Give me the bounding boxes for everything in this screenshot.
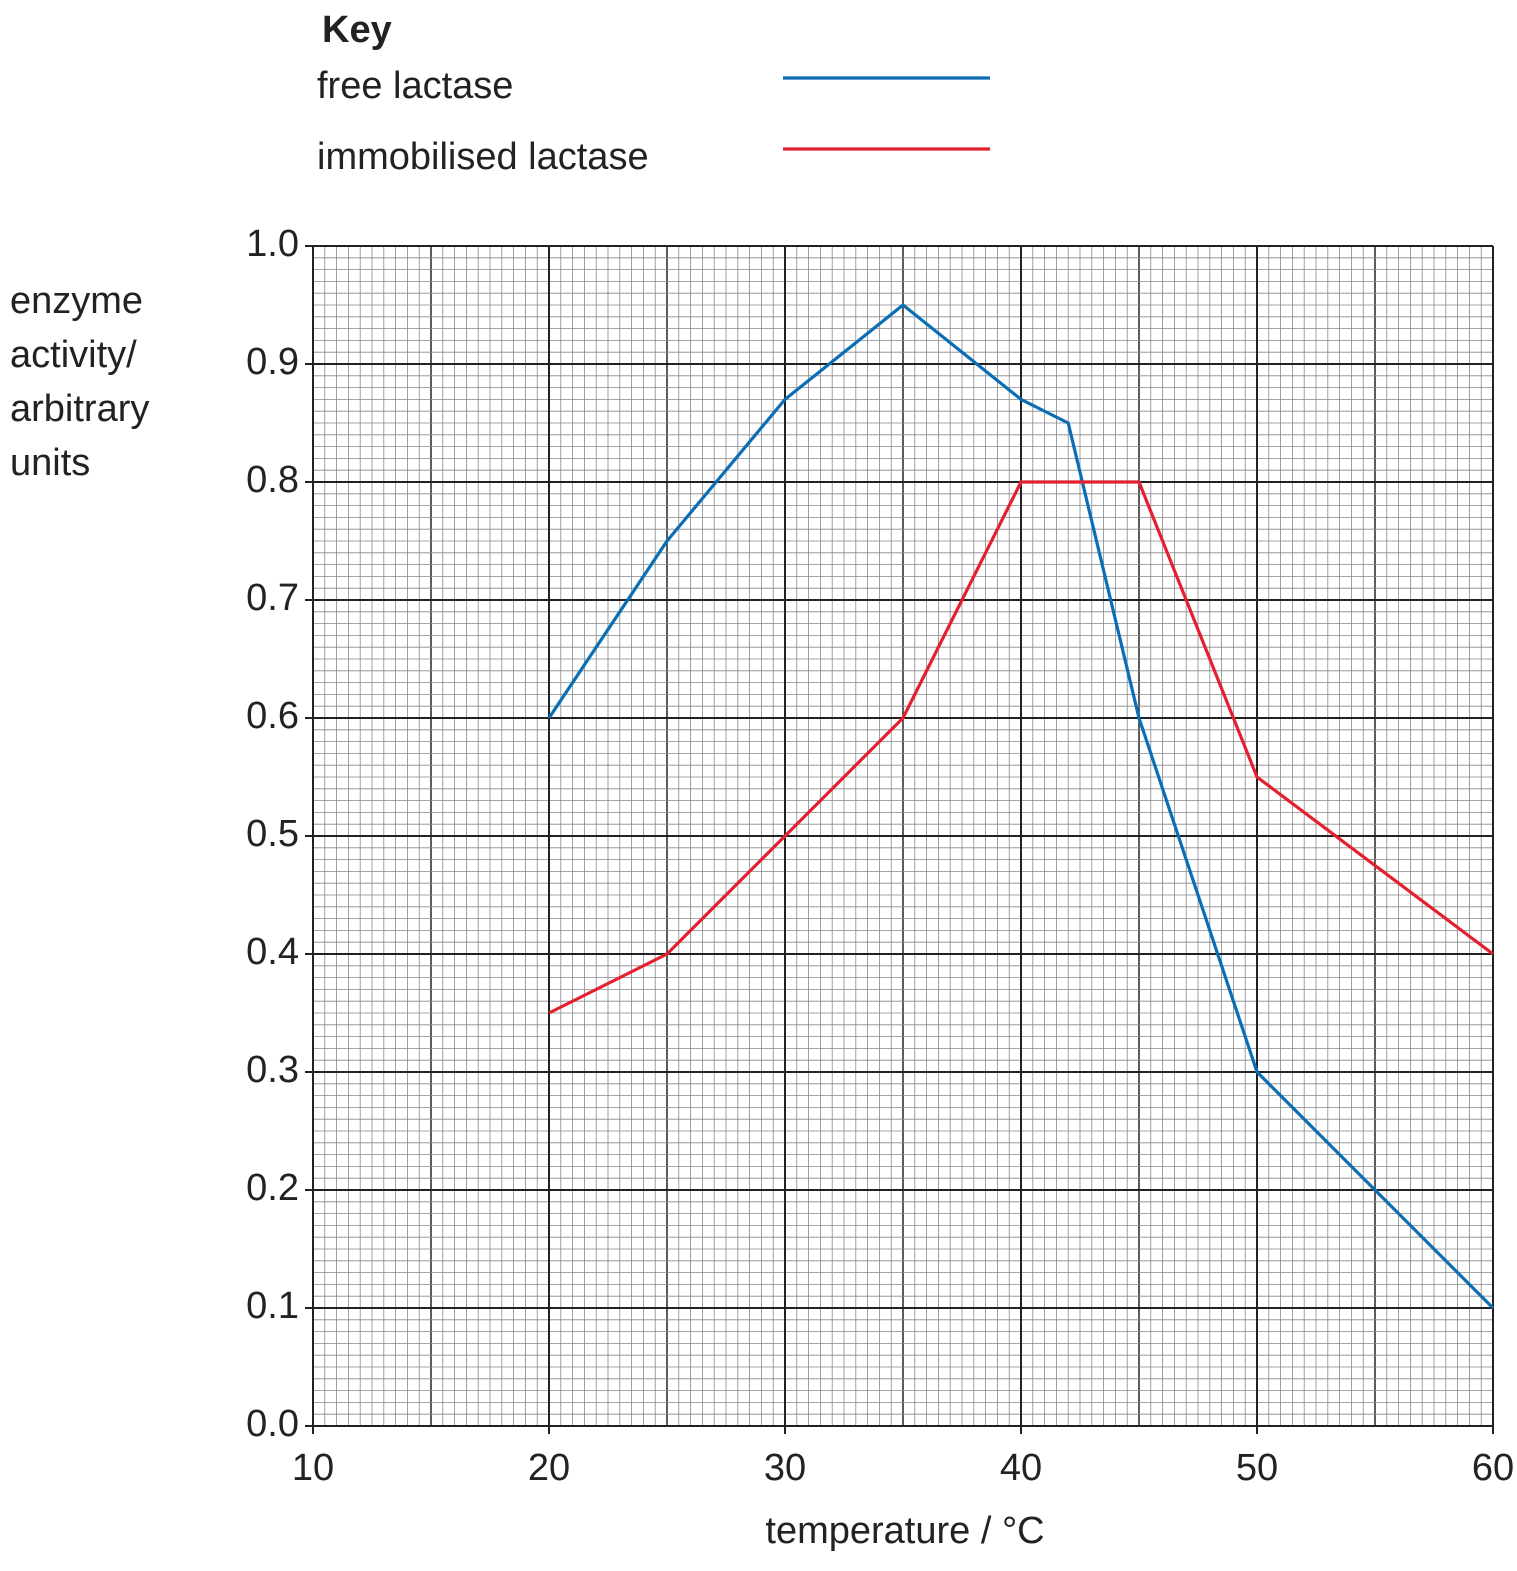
y-tick-label: 0.9 [246, 341, 299, 383]
y-tick-label: 0.2 [246, 1167, 299, 1209]
y-tick-label: 0.5 [246, 813, 299, 855]
data-line [547, 303, 1495, 1310]
x-tick-label: 40 [1000, 1447, 1042, 1489]
x-tick-label: 50 [1236, 1447, 1278, 1489]
y-tick-label: 0.8 [246, 459, 299, 501]
legend-title: Key [322, 9, 392, 51]
legend-label: free lactase [317, 65, 513, 107]
y-tick-label: 0.0 [246, 1403, 299, 1445]
y-axis-title: enzyme activity/ arbitrary units [10, 280, 150, 484]
y-tick-label: 0.6 [246, 695, 299, 737]
data-line [548, 480, 1494, 1015]
y-tick-label: 1.0 [246, 223, 299, 265]
y-tick-label: 0.1 [246, 1285, 299, 1327]
x-tick-label: 10 [292, 1447, 334, 1489]
x-tick-label: 60 [1472, 1447, 1514, 1489]
x-tick-label: 30 [764, 1447, 806, 1489]
x-axis-title: temperature / °C [765, 1510, 1044, 1552]
legend-label: immobilised lactase [317, 136, 649, 178]
y-tick-label: 0.7 [246, 577, 299, 619]
x-tick-label: 20 [528, 1447, 570, 1489]
y-tick-label: 0.3 [246, 1049, 299, 1091]
y-tick-label: 0.4 [246, 931, 299, 973]
